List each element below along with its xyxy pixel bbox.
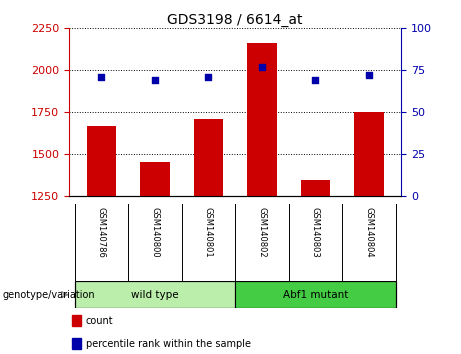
- Bar: [75, 281, 235, 308]
- Text: GSM140804: GSM140804: [365, 207, 373, 258]
- Bar: [87, 126, 116, 196]
- Point: [98, 74, 105, 80]
- Point: [151, 78, 159, 83]
- Bar: [72, 338, 81, 349]
- Text: GSM140801: GSM140801: [204, 207, 213, 258]
- Bar: [235, 281, 396, 308]
- Text: GSM140802: GSM140802: [257, 207, 266, 258]
- Bar: [301, 181, 330, 196]
- Text: GSM140786: GSM140786: [97, 207, 106, 258]
- Text: Abf1 mutant: Abf1 mutant: [283, 290, 348, 300]
- Text: percentile rank within the sample: percentile rank within the sample: [86, 339, 251, 349]
- Text: GSM140803: GSM140803: [311, 207, 320, 258]
- Text: GSM140800: GSM140800: [150, 207, 160, 258]
- Bar: [72, 315, 81, 326]
- Bar: [140, 162, 170, 196]
- Text: wild type: wild type: [131, 290, 178, 300]
- Point: [258, 64, 266, 70]
- Text: count: count: [86, 316, 113, 326]
- Point: [365, 73, 372, 78]
- Point: [312, 78, 319, 83]
- Bar: [247, 44, 277, 196]
- Bar: [354, 112, 384, 196]
- Point: [205, 74, 212, 80]
- Title: GDS3198 / 6614_at: GDS3198 / 6614_at: [167, 13, 303, 27]
- Text: genotype/variation: genotype/variation: [2, 290, 95, 300]
- Bar: [194, 119, 223, 196]
